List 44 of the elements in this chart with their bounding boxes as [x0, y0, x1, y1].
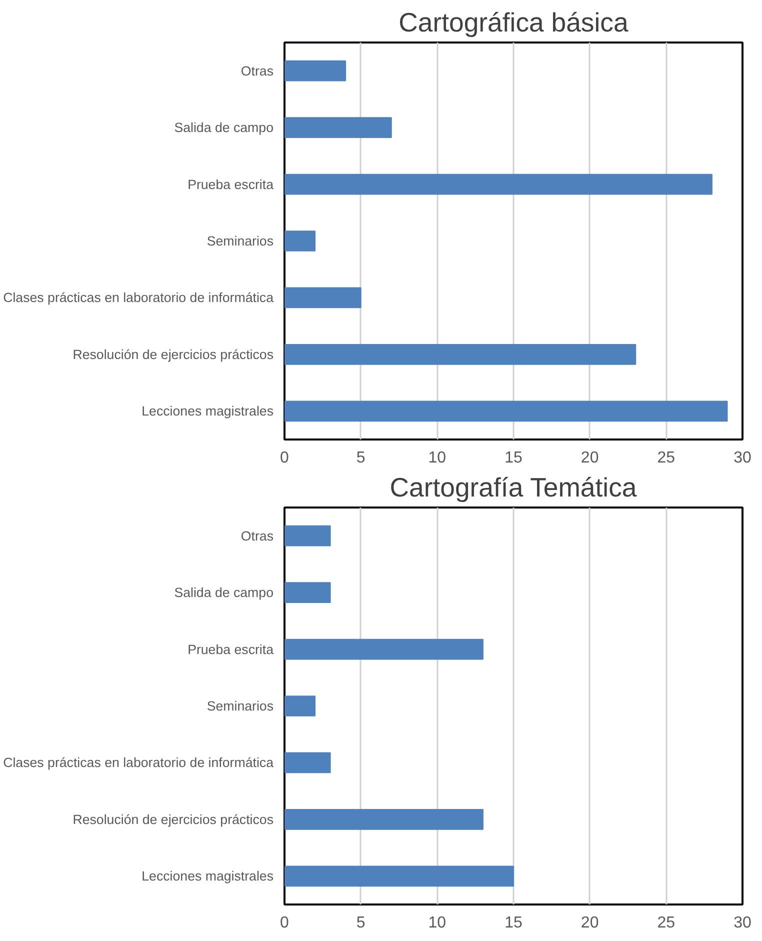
y-tick-label: Clases prácticas en laboratorio de informática — [3, 290, 274, 306]
chart-title: Cartográfica básica — [398, 8, 628, 38]
x-tick-label: 0 — [280, 450, 290, 466]
y-tick-label: Seminarios — [206, 698, 274, 714]
bar — [284, 752, 331, 774]
x-tick-label: 25 — [657, 914, 676, 932]
bar — [284, 400, 728, 422]
chart-title: Cartografía Temática — [390, 472, 637, 502]
y-tick-label: Resolución de ejercicios prácticos — [72, 812, 274, 827]
y-tick-label: Otras — [240, 528, 274, 544]
bar — [284, 582, 331, 603]
y-tick-label: Resolución de ejercicios prácticos — [72, 346, 274, 362]
y-tick-label: Lecciones magistrales — [142, 868, 274, 884]
y-tick-label: Otras — [240, 63, 274, 78]
bar — [284, 287, 362, 308]
x-tick-label: 10 — [428, 450, 446, 466]
bar — [284, 60, 346, 82]
bar — [284, 525, 331, 546]
bar — [284, 174, 712, 195]
y-tick-label: Prueba escrita — [188, 176, 274, 192]
x-tick-label: 20 — [580, 450, 599, 466]
y-tick-label: Lecciones magistrales — [142, 404, 274, 419]
x-tick-label: 20 — [580, 914, 599, 932]
y-tick-label: Salida de campo — [174, 585, 274, 600]
x-tick-label: 30 — [734, 450, 752, 466]
y-tick-label: Clases prácticas en laboratorio de informática — [3, 755, 274, 770]
x-tick-label: 5 — [356, 450, 366, 466]
y-tick-label: Salida de campo — [174, 120, 274, 136]
y-tick-label: Prueba escrita — [188, 642, 274, 657]
bar — [284, 344, 636, 365]
bar — [284, 809, 484, 830]
y-tick-label: Seminarios — [206, 234, 274, 248]
x-tick-label: 5 — [356, 914, 366, 932]
x-tick-label: 30 — [734, 914, 752, 932]
x-tick-label: 15 — [504, 914, 522, 932]
x-tick-label: 0 — [280, 914, 290, 932]
bar — [284, 696, 316, 716]
x-tick-label: 25 — [657, 450, 676, 466]
x-tick-label: 10 — [428, 914, 446, 932]
bar — [284, 117, 392, 138]
bar — [284, 230, 316, 252]
x-tick-label: 15 — [504, 450, 522, 466]
bar — [284, 866, 514, 887]
bar — [284, 638, 484, 660]
